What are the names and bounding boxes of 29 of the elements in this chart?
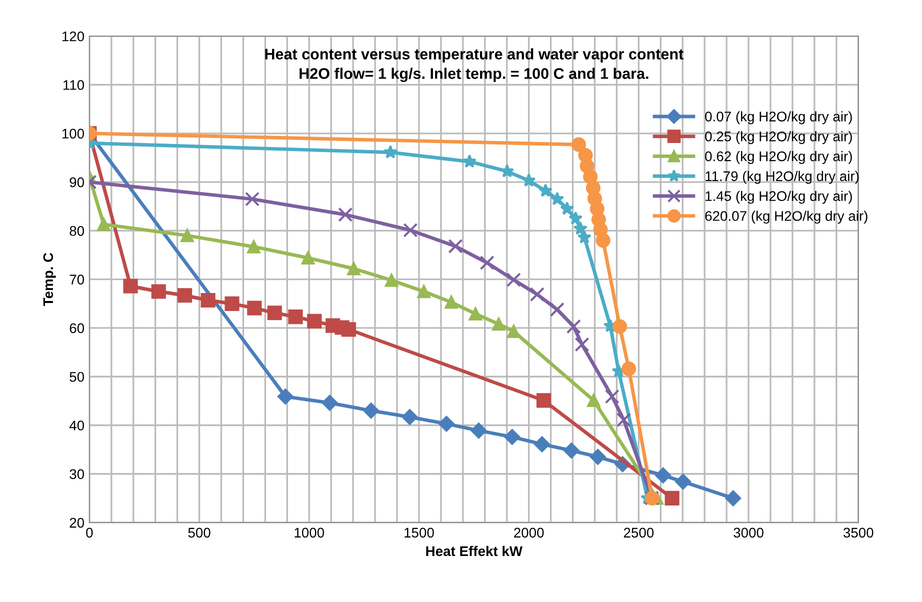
y-tick-label: 120 <box>62 31 84 42</box>
x-tick-label: 0 <box>86 528 93 538</box>
text: Heat content versus temperature and water vapor content <box>265 48 684 63</box>
x-tick-label: 3500 <box>843 528 874 538</box>
x-tick-label: 1500 <box>404 528 434 538</box>
x-tick-label: 2500 <box>624 528 654 538</box>
legend-label: 0.07 (kg H2O/kg dry air) <box>705 111 852 124</box>
y-tick-label: 60 <box>70 323 84 334</box>
y-tick-label: 50 <box>70 372 84 382</box>
y-tick-label: 100 <box>62 128 84 139</box>
legend-label: 0.25 (kg H2O/kg dry air) <box>705 131 852 144</box>
y-tick-label: 30 <box>70 469 84 480</box>
legend-label: 1.45 (kg H2O/kg dry air) <box>706 190 852 204</box>
x-axis-title: Heat Effekt kW <box>426 546 523 556</box>
y-tick-label: 90 <box>70 177 84 188</box>
y-tick-label: 20 <box>70 518 84 528</box>
y-tick-label: 110 <box>63 80 84 90</box>
x-tick-label: 2000 <box>514 528 544 538</box>
y-tick-label: 40 <box>69 420 84 430</box>
x-tick-label: 500 <box>188 528 210 538</box>
legend-label: 11.79 (kg H2O/kg dry air) <box>706 170 859 184</box>
legend-label: 620.07 (kg H2O/kg dry air) <box>705 210 868 224</box>
x-tick-label: 3000 <box>734 528 764 538</box>
text: H2O flow= 1 kg/s. Inlet temp. = 100 C and 1 bara. <box>300 68 648 82</box>
y-tick-label: 70 <box>70 274 84 284</box>
y-axis-title: Temp. C <box>43 252 56 306</box>
y-tick-label: 80 <box>70 226 84 236</box>
x-tick-label: 1000 <box>294 528 324 538</box>
legend-label: 0.62 (kg H2O/kg dry air) <box>705 151 852 164</box>
